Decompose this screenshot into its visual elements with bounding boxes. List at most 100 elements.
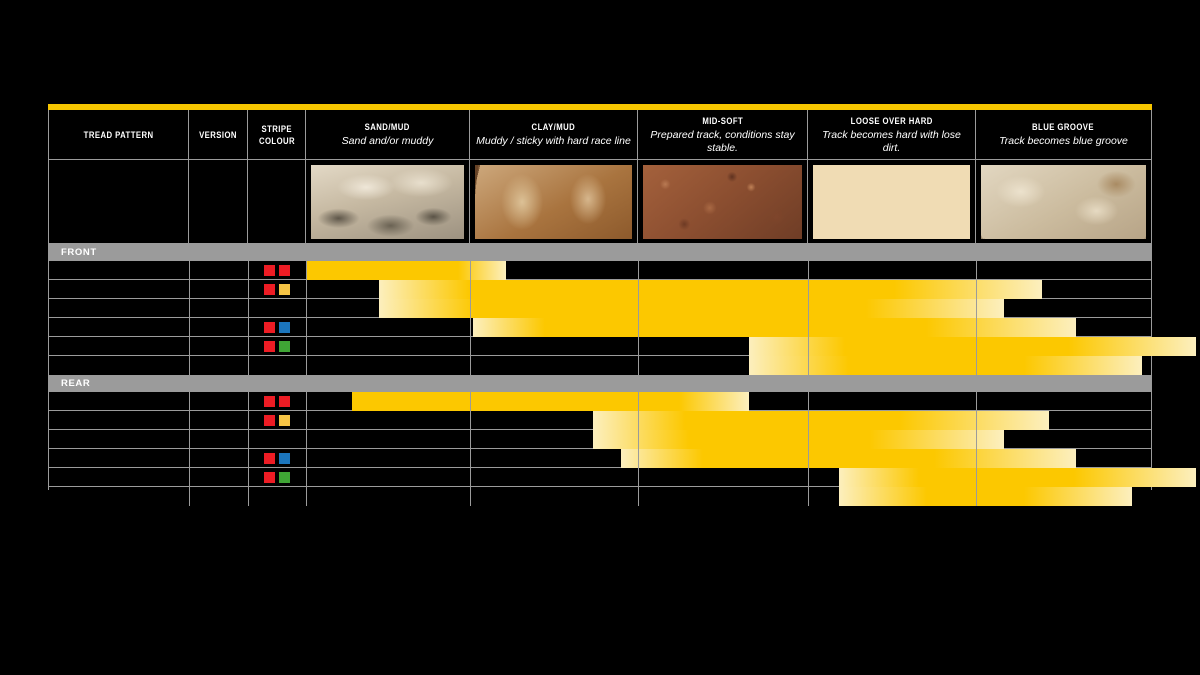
table-row[interactable] bbox=[49, 468, 1196, 487]
surface-photo-sand-mud bbox=[311, 164, 464, 239]
column-separator-2 bbox=[306, 468, 307, 487]
cell-stripe-colour bbox=[248, 449, 306, 468]
suitability-bar bbox=[473, 318, 1076, 337]
column-separator-5 bbox=[808, 411, 809, 430]
column-separator-0 bbox=[189, 468, 190, 487]
section-band-rear: REAR bbox=[49, 375, 1151, 392]
column-separator-0 bbox=[189, 487, 190, 506]
column-separator-5 bbox=[808, 392, 809, 411]
column-separator-2 bbox=[306, 449, 307, 468]
column-separator-0 bbox=[189, 430, 190, 449]
surface-photo-clay-mud bbox=[475, 164, 632, 239]
column-separator-0 bbox=[189, 280, 190, 299]
cell-tread-pattern bbox=[49, 280, 189, 299]
stripe-swatch-red bbox=[264, 322, 275, 333]
column-separator-1 bbox=[248, 299, 249, 318]
column-separator-2 bbox=[306, 318, 307, 337]
column-separator-2 bbox=[306, 299, 307, 318]
header-title-mid-soft: MID-SOFT bbox=[702, 115, 743, 126]
column-separator-0 bbox=[189, 449, 190, 468]
stripe-swatch-red bbox=[264, 472, 275, 483]
column-separator-1 bbox=[248, 280, 249, 299]
tyre-surface-matrix: TREAD PATTERN VERSION STRIPE COLOUR SAND/MUD… bbox=[48, 104, 1196, 506]
column-separator-5 bbox=[808, 318, 809, 337]
header-cell-loose-over-hard: LOOSE OVER HARD Track becomes hard with l… bbox=[808, 110, 976, 160]
column-separator-2 bbox=[306, 261, 307, 280]
table-row[interactable] bbox=[49, 299, 1151, 318]
header-subtitle-mid-soft: Prepared track, conditions stay stable. bbox=[650, 128, 795, 154]
column-separator-6 bbox=[976, 280, 977, 299]
column-separator-6 bbox=[976, 299, 977, 318]
cell-stripe-colour bbox=[248, 299, 306, 318]
table-row[interactable] bbox=[49, 411, 1151, 430]
table-row[interactable] bbox=[49, 318, 1151, 337]
column-separator-4 bbox=[638, 411, 639, 430]
header-cell-stripe-colour: STRIPE COLOUR bbox=[248, 110, 306, 160]
column-separator-1 bbox=[248, 430, 249, 449]
cell-stripe-colour bbox=[248, 337, 306, 356]
header-title-blue-groove: BLUE GROOVE bbox=[1032, 122, 1095, 132]
cell-version bbox=[189, 449, 248, 468]
header-cell-tread-pattern: TREAD PATTERN bbox=[49, 110, 189, 160]
column-separator-4 bbox=[638, 392, 639, 411]
header-subtitle-sand-mud: Sand and/or muddy bbox=[341, 135, 434, 147]
cell-tread-pattern bbox=[49, 337, 189, 356]
cell-tread-pattern bbox=[49, 468, 189, 487]
column-separator-0 bbox=[189, 392, 190, 411]
column-separator-1 bbox=[248, 487, 249, 506]
table-row[interactable] bbox=[49, 430, 1151, 449]
surface-image-row bbox=[49, 160, 1151, 244]
cell-tread-pattern bbox=[49, 261, 189, 280]
column-separator-0 bbox=[189, 261, 190, 280]
column-separator-4 bbox=[638, 299, 639, 318]
column-separator-5 bbox=[808, 468, 809, 487]
cell-version bbox=[189, 468, 248, 487]
table-row[interactable] bbox=[49, 261, 1151, 280]
header-row: TREAD PATTERN VERSION STRIPE COLOUR SAND/MUD… bbox=[49, 110, 1151, 160]
cell-version bbox=[189, 318, 248, 337]
cell-stripe-colour bbox=[248, 487, 306, 506]
column-separator-3 bbox=[470, 299, 471, 318]
stripe-swatch-red bbox=[279, 265, 290, 276]
suitability-bar bbox=[352, 392, 749, 411]
column-separator-3 bbox=[470, 430, 471, 449]
table-row[interactable] bbox=[49, 356, 1151, 375]
column-separator-3 bbox=[470, 280, 471, 299]
surface-cell-tread-pattern bbox=[49, 160, 189, 244]
suitability-bar bbox=[593, 430, 1004, 449]
table-row[interactable] bbox=[49, 487, 1151, 506]
cell-tread-pattern bbox=[49, 299, 189, 318]
column-separator-5 bbox=[808, 299, 809, 318]
surface-photo-loose-over-hard bbox=[813, 164, 970, 239]
stripe-swatch-yellow bbox=[279, 284, 290, 295]
column-separator-2 bbox=[306, 280, 307, 299]
header-title-sand-mud: SAND/MUD bbox=[364, 122, 411, 132]
column-separator-2 bbox=[306, 411, 307, 430]
column-separator-4 bbox=[638, 468, 639, 487]
suitability-bar bbox=[839, 487, 1132, 506]
stripe-swatch-red bbox=[264, 415, 275, 426]
surface-cell-clay-mud bbox=[470, 160, 638, 244]
suitability-bar bbox=[749, 356, 1142, 375]
column-separator-6 bbox=[976, 392, 977, 411]
cell-version bbox=[189, 411, 248, 430]
surface-cell-stripe-colour bbox=[248, 160, 306, 244]
stripe-swatch-red bbox=[264, 341, 275, 352]
cell-version bbox=[189, 261, 248, 280]
column-separator-4 bbox=[638, 318, 639, 337]
column-separator-1 bbox=[248, 392, 249, 411]
cell-stripe-colour bbox=[248, 411, 306, 430]
header-cell-version: VERSION bbox=[189, 110, 248, 160]
suitability-bar bbox=[621, 449, 1076, 468]
table-row[interactable] bbox=[49, 392, 1151, 411]
surface-photo-blue-groove bbox=[981, 164, 1146, 239]
table-row[interactable] bbox=[49, 337, 1196, 356]
table-row[interactable] bbox=[49, 280, 1151, 299]
suitability-bar bbox=[306, 261, 506, 280]
section-band-front: FRONT bbox=[49, 244, 1151, 261]
stripe-swatch-green bbox=[279, 472, 290, 483]
column-separator-0 bbox=[189, 411, 190, 430]
table-row[interactable] bbox=[49, 449, 1151, 468]
column-separator-3 bbox=[470, 449, 471, 468]
column-separator-3 bbox=[470, 487, 471, 506]
